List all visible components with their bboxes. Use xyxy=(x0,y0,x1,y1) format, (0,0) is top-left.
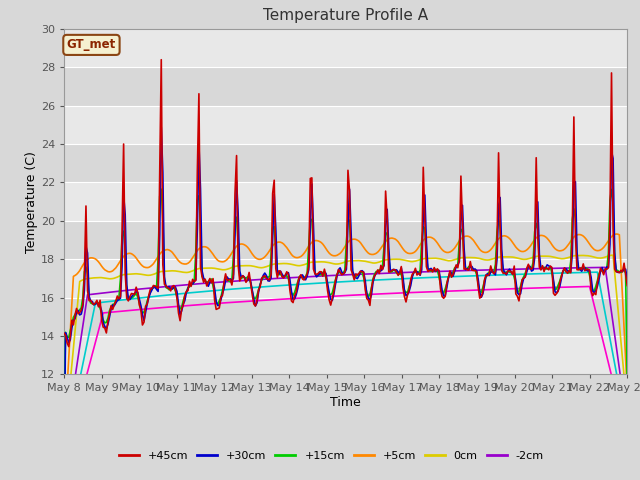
Bar xyxy=(64,298,627,336)
Y-axis label: Temperature (C): Temperature (C) xyxy=(25,151,38,252)
Bar xyxy=(64,144,627,182)
Title: Temperature Profile A: Temperature Profile A xyxy=(263,9,428,24)
Bar xyxy=(64,182,627,221)
Bar xyxy=(64,259,627,298)
X-axis label: Time: Time xyxy=(330,396,361,409)
Text: GT_met: GT_met xyxy=(67,38,116,51)
Bar xyxy=(64,67,627,106)
Bar xyxy=(64,106,627,144)
Bar xyxy=(64,29,627,67)
Bar xyxy=(64,336,627,374)
Bar xyxy=(64,221,627,259)
